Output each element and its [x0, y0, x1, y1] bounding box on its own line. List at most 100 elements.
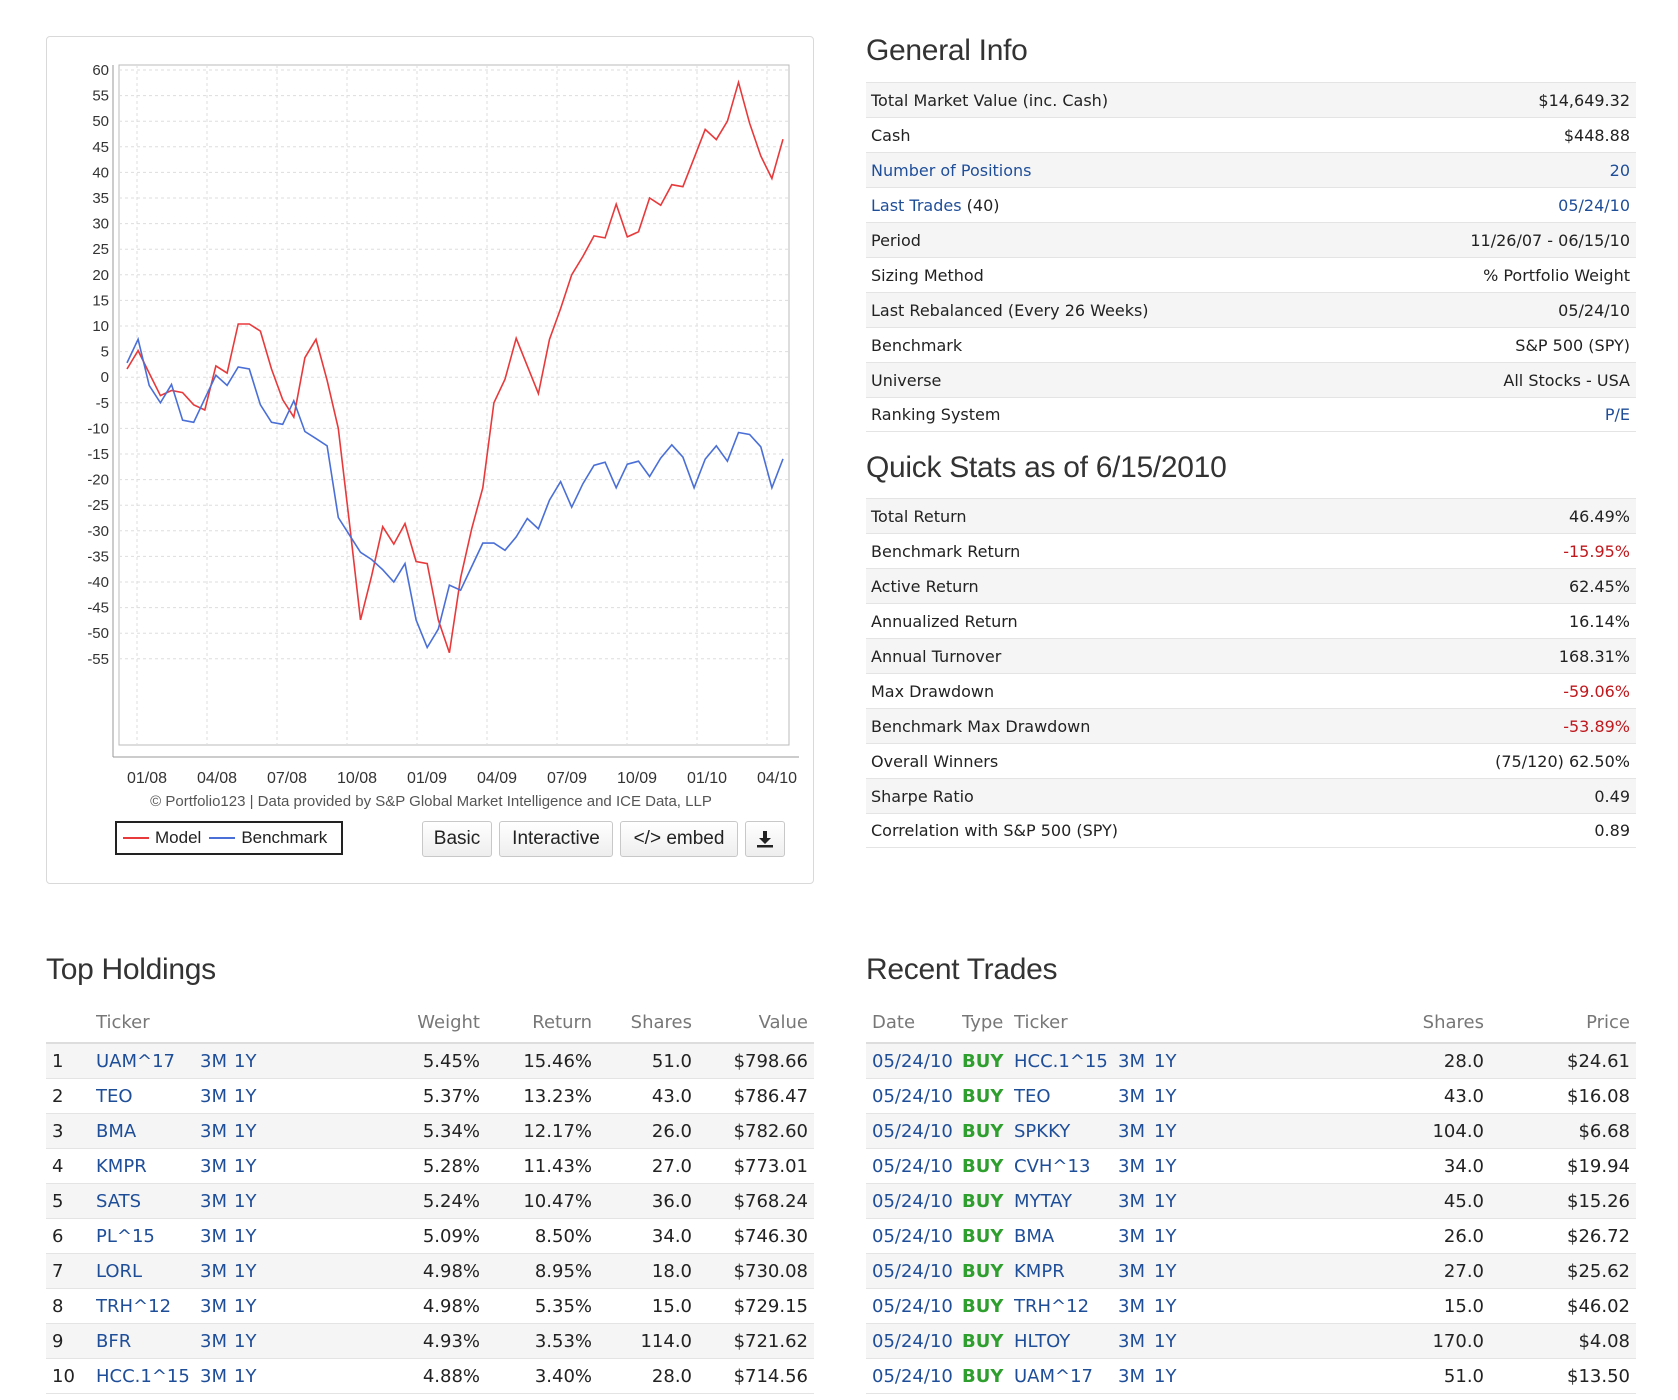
trade-3m-link[interactable]: 3M — [1118, 1085, 1145, 1107]
trade-ticker-link[interactable]: UAM^17 — [1014, 1365, 1094, 1387]
trade-ticker-link[interactable]: KMPR — [1014, 1260, 1065, 1282]
general-info-label-text: Cash — [871, 125, 911, 145]
holding-3m-link[interactable]: 3M — [200, 1120, 227, 1142]
trade-date-link[interactable]: 05/24/10 — [872, 1155, 953, 1177]
y-tick-label: 55 — [92, 88, 109, 105]
holding-1y-link[interactable]: 1Y — [234, 1365, 257, 1387]
trade-ticker-link[interactable]: TRH^12 — [1014, 1295, 1090, 1317]
general-info-value[interactable]: 20 — [1609, 160, 1630, 180]
holding-1y-link[interactable]: 1Y — [234, 1260, 257, 1282]
header-price[interactable]: Price — [1586, 1011, 1630, 1033]
trade-ticker-link[interactable]: HLTOY — [1014, 1330, 1071, 1352]
trade-date-link[interactable]: 05/24/10 — [872, 1260, 953, 1282]
trade-date-link[interactable]: 05/24/10 — [872, 1190, 953, 1212]
legend-item-model[interactable]: Model — [123, 828, 201, 848]
header-weight[interactable]: Weight — [417, 1011, 480, 1033]
holding-ticker-link[interactable]: UAM^17 — [96, 1050, 176, 1072]
trade-ticker-link[interactable]: MYTAY — [1014, 1190, 1073, 1212]
header-shares[interactable]: Shares — [1422, 1011, 1484, 1033]
trade-ticker-link[interactable]: CVH^13 — [1014, 1155, 1091, 1177]
holding-ticker-link[interactable]: LORL — [96, 1260, 143, 1282]
holding-shares: 26.0 — [651, 1120, 692, 1142]
holding-3m-link[interactable]: 3M — [200, 1225, 227, 1247]
general-info-label[interactable]: Last Trades (40) — [871, 196, 1000, 215]
trade-3m-link[interactable]: 3M — [1118, 1365, 1145, 1387]
embed-chart-button[interactable]: </> embed — [620, 821, 738, 857]
trade-row: 05/24/10 BUY TEO 3M 1Y 43.0 $16.08 — [866, 1079, 1636, 1114]
holding-1y-link[interactable]: 1Y — [234, 1225, 257, 1247]
holding-ticker-link[interactable]: BMA — [96, 1120, 137, 1142]
holding-3m-link[interactable]: 3M — [200, 1260, 227, 1282]
general-info-label-text[interactable]: Last Trades — [871, 195, 962, 215]
trade-date-link[interactable]: 05/24/10 — [872, 1225, 953, 1247]
holding-1y-link[interactable]: 1Y — [234, 1295, 257, 1317]
trade-date-link[interactable]: 05/24/10 — [872, 1330, 953, 1352]
general-info-value[interactable]: 05/24/10 — [1558, 195, 1630, 215]
performance-chart[interactable]: 605550454035302520151050-5-10-15-20-25-3… — [47, 37, 815, 787]
header-value[interactable]: Value — [758, 1011, 808, 1033]
general-info-label-text[interactable]: Number of Positions — [871, 160, 1032, 180]
trade-ticker-link[interactable]: BMA — [1014, 1225, 1055, 1247]
trade-1y-link[interactable]: 1Y — [1154, 1365, 1177, 1387]
trade-1y-link[interactable]: 1Y — [1154, 1295, 1177, 1317]
trade-date-link[interactable]: 05/24/10 — [872, 1295, 953, 1317]
holding-3m-link[interactable]: 3M — [200, 1155, 227, 1177]
holding-ticker-link[interactable]: HCC.1^15 — [96, 1365, 190, 1387]
trade-ticker-link[interactable]: TEO — [1014, 1085, 1051, 1107]
trade-1y-link[interactable]: 1Y — [1154, 1225, 1177, 1247]
legend-item-benchmark[interactable]: Benchmark — [209, 828, 327, 848]
holding-ticker-link[interactable]: TEO — [96, 1085, 133, 1107]
trade-1y-link[interactable]: 1Y — [1154, 1260, 1177, 1282]
trade-date-link[interactable]: 05/24/10 — [872, 1050, 953, 1072]
trade-1y-link[interactable]: 1Y — [1154, 1085, 1177, 1107]
trade-3m-link[interactable]: 3M — [1118, 1155, 1145, 1177]
holding-3m-link[interactable]: 3M — [200, 1085, 227, 1107]
trade-1y-link[interactable]: 1Y — [1154, 1155, 1177, 1177]
holding-3m-link[interactable]: 3M — [200, 1330, 227, 1352]
holding-3m-link[interactable]: 3M — [200, 1365, 227, 1387]
header-ticker[interactable]: Ticker — [1014, 1011, 1068, 1033]
holding-1y-link[interactable]: 1Y — [234, 1120, 257, 1142]
holding-1y-link[interactable]: 1Y — [234, 1330, 257, 1352]
interactive-chart-button[interactable]: Interactive — [499, 821, 613, 857]
trade-3m-link[interactable]: 3M — [1118, 1190, 1145, 1212]
holding-3m-link[interactable]: 3M — [200, 1050, 227, 1072]
holding-3m-link[interactable]: 3M — [200, 1190, 227, 1212]
trade-date-link[interactable]: 05/24/10 — [872, 1120, 953, 1142]
holding-row: 7 LORL 3M 1Y 4.98% 8.95% 18.0 $730.08 — [46, 1254, 814, 1289]
download-chart-button[interactable] — [745, 821, 785, 857]
header-type[interactable]: Type — [962, 1011, 1004, 1033]
trade-1y-link[interactable]: 1Y — [1154, 1330, 1177, 1352]
holding-1y-link[interactable]: 1Y — [234, 1155, 257, 1177]
holding-ticker-link[interactable]: BFR — [96, 1330, 132, 1352]
trade-ticker-link[interactable]: HCC.1^15 — [1014, 1050, 1108, 1072]
holding-ticker-link[interactable]: TRH^12 — [96, 1295, 172, 1317]
header-return[interactable]: Return — [532, 1011, 592, 1033]
holding-1y-link[interactable]: 1Y — [234, 1085, 257, 1107]
trade-3m-link[interactable]: 3M — [1118, 1330, 1145, 1352]
trade-3m-link[interactable]: 3M — [1118, 1120, 1145, 1142]
basic-chart-button[interactable]: Basic — [422, 821, 492, 857]
trade-date-link[interactable]: 05/24/10 — [872, 1085, 953, 1107]
header-date[interactable]: Date — [872, 1011, 916, 1033]
quick-stats-label: Annualized Return — [871, 612, 1018, 631]
trade-1y-link[interactable]: 1Y — [1154, 1120, 1177, 1142]
holding-ticker-link[interactable]: SATS — [96, 1190, 142, 1212]
trade-1y-link[interactable]: 1Y — [1154, 1050, 1177, 1072]
header-shares[interactable]: Shares — [630, 1011, 692, 1033]
trade-row: 05/24/10 BUY KMPR 3M 1Y 27.0 $25.62 — [866, 1254, 1636, 1289]
holding-ticker-link[interactable]: KMPR — [96, 1155, 147, 1177]
holding-1y-link[interactable]: 1Y — [234, 1190, 257, 1212]
trade-1y-link[interactable]: 1Y — [1154, 1190, 1177, 1212]
trade-ticker-link[interactable]: SPKKY — [1014, 1120, 1071, 1142]
trade-3m-link[interactable]: 3M — [1118, 1295, 1145, 1317]
holding-3m-link[interactable]: 3M — [200, 1295, 227, 1317]
general-info-label[interactable]: Number of Positions — [871, 161, 1032, 180]
trade-3m-link[interactable]: 3M — [1118, 1225, 1145, 1247]
trade-date-link[interactable]: 05/24/10 — [872, 1365, 953, 1387]
trade-3m-link[interactable]: 3M — [1118, 1260, 1145, 1282]
holding-1y-link[interactable]: 1Y — [234, 1050, 257, 1072]
holding-ticker-link[interactable]: PL^15 — [96, 1225, 155, 1247]
trade-3m-link[interactable]: 3M — [1118, 1050, 1145, 1072]
general-info-value[interactable]: P/E — [1604, 405, 1630, 424]
